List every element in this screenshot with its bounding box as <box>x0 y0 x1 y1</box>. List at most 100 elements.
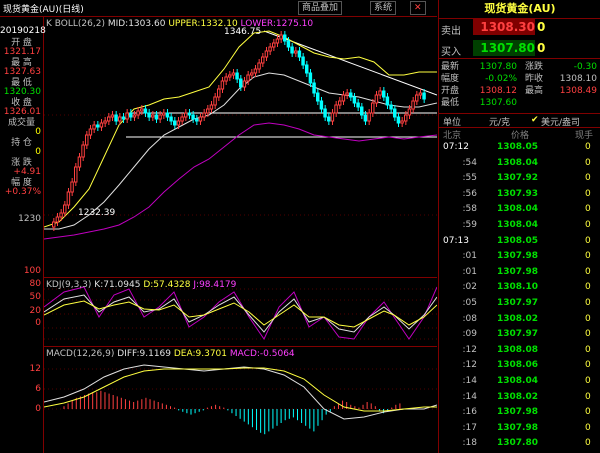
candle-body <box>154 114 159 120</box>
stat-value: 1308.10 <box>559 74 597 84</box>
boll-lower-value: LOWER:1275.10 <box>240 19 314 29</box>
unit-value[interactable]: 元/克 <box>489 118 511 128</box>
tick-price: 1308.04 <box>497 220 538 230</box>
tick-row[interactable]: :59 1308.04 0 <box>439 219 600 231</box>
boll-title: K BOLL(26,2) <box>46 19 105 29</box>
tick-row[interactable]: :01 1307.98 0 <box>439 250 600 262</box>
tick-row[interactable]: :14 1308.04 0 <box>439 375 600 387</box>
tick-time: :55 <box>462 173 477 184</box>
stat-label: 最高 <box>525 86 544 96</box>
tick-row[interactable]: :05 1307.97 0 <box>439 297 600 309</box>
tick-row[interactable]: :54 1308.04 0 <box>439 157 600 169</box>
tick-row[interactable]: :18 1307.80 0 <box>439 437 600 449</box>
candle-body <box>341 94 346 102</box>
candlestick-series[interactable] <box>52 31 426 231</box>
kdj-k-value: K:71.0945 <box>94 280 141 290</box>
candle-body <box>275 38 280 44</box>
close-icon[interactable]: ✕ <box>410 1 426 15</box>
quote-panel: 现货黄金(AU) 卖出 1308.30 0 买入 1307.80 0 最新 130… <box>438 0 600 453</box>
candle-body <box>129 112 133 118</box>
tick-row[interactable]: :02 1308.10 0 <box>439 281 600 293</box>
tick-row[interactable]: :16 1307.98 0 <box>439 406 600 418</box>
sell-volume: 0 <box>537 20 546 34</box>
quote-stat-row: 开盘 1308.12 最高 1308.49 <box>439 85 600 97</box>
macd-legend: MACD(12,26,9) DIFF:9.1169 DEA:9.3701 MAC… <box>46 349 295 359</box>
candle-body <box>418 92 423 96</box>
tick-price: 1308.08 <box>497 344 538 355</box>
boll-upper-value: UPPER:1332.10 <box>168 19 238 29</box>
tick-price: 1308.05 <box>497 142 538 152</box>
tick-row[interactable]: 07:12 1308.05 0 <box>439 141 600 153</box>
sell-price: 1308.30 <box>473 19 535 35</box>
candle-body <box>407 108 412 116</box>
candle-body <box>385 96 390 106</box>
tick-row[interactable]: :56 1307.93 0 <box>439 188 600 200</box>
tick-time: :02 <box>462 282 477 293</box>
tick-row[interactable]: :55 1307.92 0 <box>439 172 600 184</box>
macd-title: MACD(12,26,9) <box>46 349 115 359</box>
candle-body <box>323 108 327 118</box>
candle-body <box>257 62 261 70</box>
buy-price: 1307.80 <box>473 40 535 56</box>
kdj-tick-50: 50 <box>29 292 41 302</box>
tick-row[interactable]: 07:13 1308.05 0 <box>439 235 600 247</box>
tick-row[interactable]: :58 1308.04 0 <box>439 203 600 215</box>
candle-body <box>224 76 228 82</box>
kdj-grid <box>44 288 437 340</box>
stat-label: 最新 <box>441 62 460 72</box>
system-button[interactable]: 系统 <box>370 1 397 15</box>
candle-body <box>92 124 96 130</box>
macd-histogram <box>63 390 401 435</box>
chart-area[interactable]: K BOLL(26,2) MID:1303.60 UPPER:1332.10 L… <box>44 17 437 453</box>
tick-volume: 0 <box>585 313 591 324</box>
currency-option[interactable]: 美元/盎司 <box>541 118 581 128</box>
tick-volume: 0 <box>585 235 591 246</box>
stat-label: 幅度 <box>441 74 460 84</box>
candle-body <box>371 102 375 114</box>
tick-time: 07:12 <box>443 142 469 152</box>
quote-title: 现货黄金(AU) <box>439 0 600 19</box>
bar-info-value: 1321.17 <box>3 47 41 57</box>
candle-body <box>253 68 258 74</box>
candle-body <box>272 42 276 48</box>
buy-label: 买入 <box>441 47 461 58</box>
candle-body <box>319 100 324 110</box>
candle-body <box>360 106 364 116</box>
candle-body <box>110 114 115 118</box>
kdj-k-line <box>44 294 437 333</box>
candle-body <box>242 80 247 88</box>
tick-row[interactable]: :17 1307.98 0 <box>439 422 600 434</box>
currency-check-icon[interactable]: ✔ <box>531 115 539 125</box>
candle-body <box>411 100 415 110</box>
candle-body <box>52 221 56 228</box>
tick-price: 1308.04 <box>497 157 538 168</box>
tick-row[interactable]: :12 1308.06 0 <box>439 359 600 371</box>
tick-row[interactable]: :01 1307.98 0 <box>439 266 600 278</box>
overlay-commodity-button[interactable]: 商品叠加 <box>298 1 343 15</box>
bar-info-label: 成交量 <box>7 118 35 128</box>
bar-info-value: 1320.30 <box>3 87 41 97</box>
kdj-title: KDJ(9,3,3) <box>46 280 92 290</box>
tick-time: :12 <box>462 360 477 371</box>
tick-row[interactable]: :08 1308.02 0 <box>439 313 600 325</box>
unit-bar: 单位 元/克 ✔ 美元/盎司 <box>439 113 600 128</box>
candle-body <box>88 128 93 136</box>
tick-row[interactable]: :14 1308.02 0 <box>439 391 600 403</box>
unit-label: 单位 <box>443 118 462 128</box>
kdj-tick-100: 100 <box>23 266 41 276</box>
candle-body <box>393 108 397 118</box>
tick-row[interactable]: :09 1307.97 0 <box>439 328 600 340</box>
macd-tick-0: 0 <box>35 404 41 414</box>
high-price-label: 1346.75 <box>224 27 262 37</box>
candle-body <box>107 116 111 122</box>
candle-body <box>356 102 360 108</box>
tick-volume: 0 <box>585 204 591 215</box>
candle-body <box>312 82 316 94</box>
candle-body <box>352 96 357 104</box>
tick-row[interactable]: :12 1308.08 0 <box>439 344 600 356</box>
tick-time: :09 <box>462 329 477 340</box>
stat-value: 1308.12 <box>479 86 517 96</box>
kdj-d-value: D:57.4328 <box>143 280 191 290</box>
candle-body <box>173 120 177 126</box>
candle-body <box>147 112 151 118</box>
